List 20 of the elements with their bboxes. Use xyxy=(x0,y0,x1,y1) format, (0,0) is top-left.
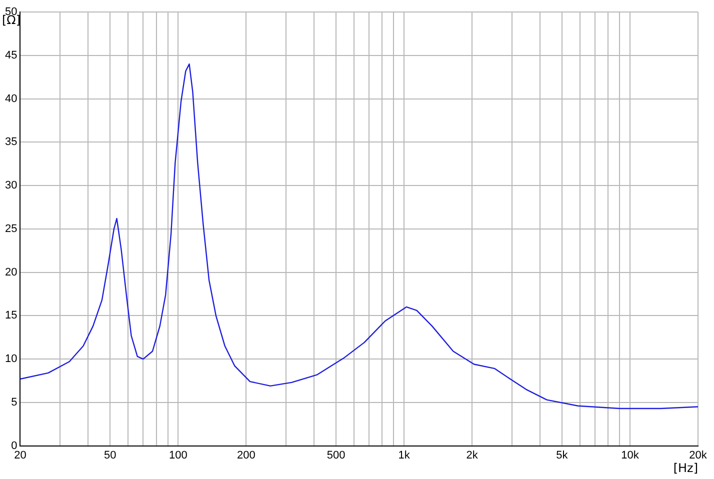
y-tick-label: 20 xyxy=(4,266,18,278)
x-axis-title: [Hz] xyxy=(673,460,698,475)
x-tick-label: 2k xyxy=(466,449,478,462)
x-tick-label: 200 xyxy=(236,449,256,462)
x-tick-label: 1k xyxy=(398,449,410,462)
x-tick-label: 20k xyxy=(689,449,708,462)
y-tick-label: 10 xyxy=(4,353,18,366)
x-tick-label: 50 xyxy=(104,449,116,462)
x-tick-label: 500 xyxy=(326,449,346,462)
y-tick-label: 30 xyxy=(4,180,18,192)
y-tick-label: 35 xyxy=(4,136,18,148)
y-tick-label: 5 xyxy=(11,396,18,408)
x-tick-label: 5k xyxy=(556,449,568,462)
y-tick-label: 40 xyxy=(4,92,18,105)
y-tick-label: 45 xyxy=(4,49,18,62)
x-tick-label: 100 xyxy=(168,449,188,462)
x-tick-label: 10k xyxy=(621,449,640,462)
y-tick-label: 0 xyxy=(11,440,18,452)
y-tick-label: 25 xyxy=(4,222,18,235)
y-tick-label: 15 xyxy=(4,310,18,322)
